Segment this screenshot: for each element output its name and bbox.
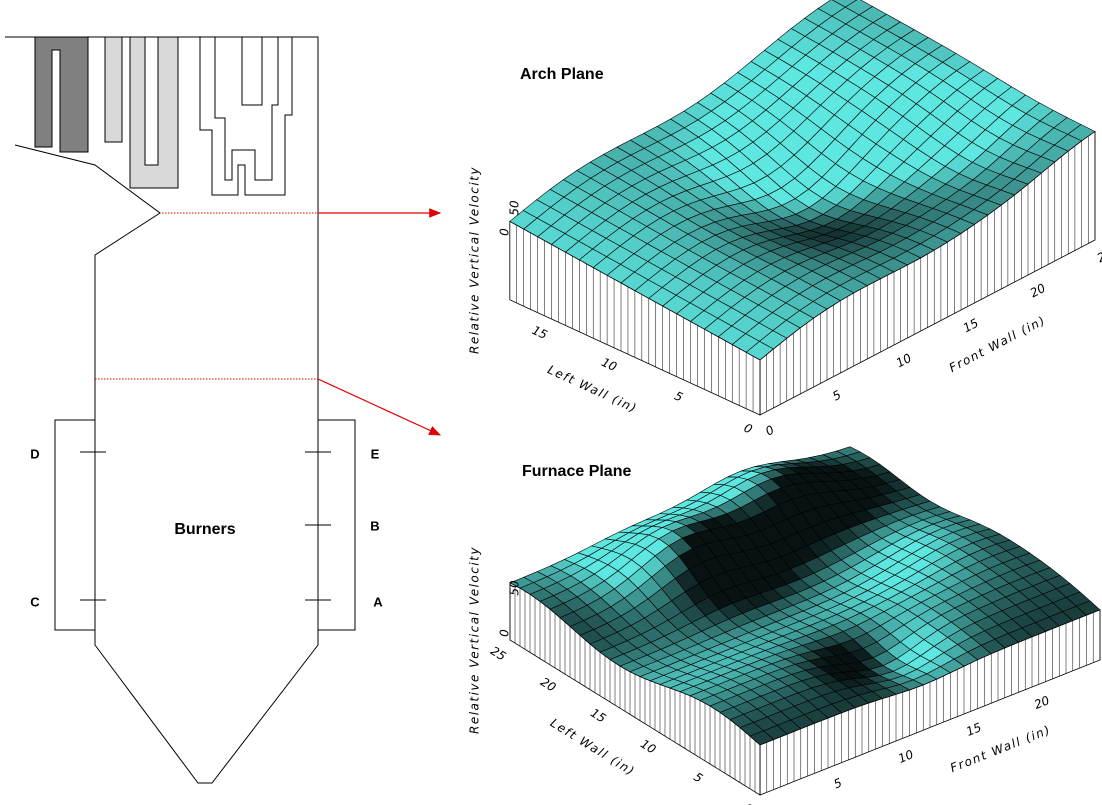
burner-ticks [80,451,331,601]
burner-label: B [370,518,379,533]
x-tick-label: 20 [1032,693,1052,712]
y-tick-label: 10 [638,737,659,757]
boiler-diagram: D C E B A Burners [5,36,442,784]
x-tick-label: 5 [832,776,844,792]
burners-title: Burners [174,521,235,538]
x-tick-label: 5 [830,388,843,404]
z-tick-label: 0 [498,629,512,637]
y-tick-label: 10 [599,355,619,374]
tube-bank-light [104,36,179,189]
burner-label: E [371,446,380,461]
y-tick-label: 15 [588,706,608,726]
x-tick-label: 10 [896,747,916,766]
x-tick-label: 20 [1028,281,1048,301]
plot-title: Furnace Plane [522,463,631,480]
plot-title: Arch Plane [520,66,604,83]
burner-label: A [373,594,383,609]
z-tick-label: 50 [508,200,522,216]
surface-plot: 0 5 10 15 20 25 0 5 10 15 20 25 0 50 Front Wall (in) Le… [468,446,1102,805]
x-tick-label: 15 [964,720,983,739]
burner-box-left [54,419,96,631]
boiler-outline [5,36,319,784]
tube-bank-dark [34,36,89,153]
x-tick-label: 0 [764,802,777,805]
x-tick-label: 15 [961,316,981,335]
x-tick-label: 10 [894,351,914,371]
y-tick-label: 20 [538,675,559,695]
y-tick-label: 25 [488,644,508,664]
x-axis-label: Front Wall (in) [948,723,1053,776]
y-tick-label: 15 [530,323,550,342]
y-tick-label: 5 [691,770,705,786]
z-tick-label: 0 [498,228,512,236]
y-tick-label: 0 [742,421,755,437]
x-tick-label: 25 [1100,666,1102,685]
y-tick-label: 0 [741,801,755,805]
arrow [317,378,442,436]
x-tick-label: 25 [1095,246,1102,265]
burner-label: C [30,594,40,609]
y-axis-label: Left Wall (in) [548,716,638,779]
x-tick-label: 0 [763,422,777,438]
z-axis-label: Relative Vertical Velocity [468,546,482,734]
y-axis-label: Left Wall (in) [546,363,640,416]
tube-bank-outline [199,37,293,196]
burner-label: D [30,446,39,461]
y-tick-label: 5 [672,389,685,405]
z-tick-label: 50 [508,580,522,596]
z-axis-label: Relative Vertical Velocity [468,166,482,354]
